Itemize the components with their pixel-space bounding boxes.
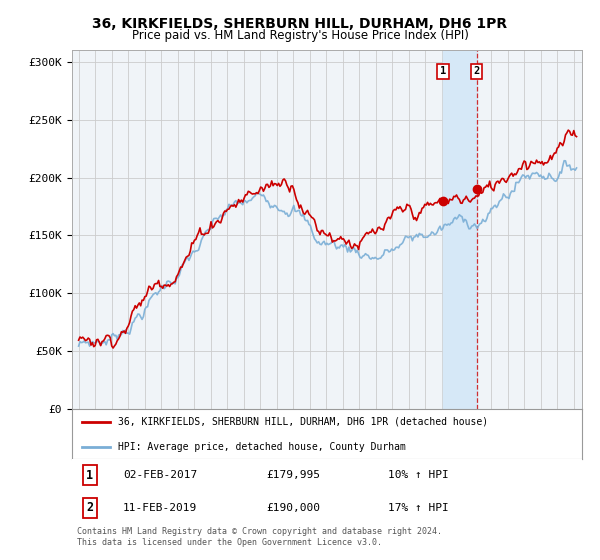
Text: £190,000: £190,000 <box>266 502 320 512</box>
Text: 36, KIRKFIELDS, SHERBURN HILL, DURHAM, DH6 1PR: 36, KIRKFIELDS, SHERBURN HILL, DURHAM, D… <box>92 17 508 31</box>
Text: 17% ↑ HPI: 17% ↑ HPI <box>388 502 449 512</box>
Text: HPI: Average price, detached house, County Durham: HPI: Average price, detached house, Coun… <box>118 442 406 451</box>
Text: 2: 2 <box>86 501 94 514</box>
Text: 1: 1 <box>440 66 446 76</box>
Text: Price paid vs. HM Land Registry's House Price Index (HPI): Price paid vs. HM Land Registry's House … <box>131 29 469 42</box>
Text: 11-FEB-2019: 11-FEB-2019 <box>123 502 197 512</box>
Text: £179,995: £179,995 <box>266 470 320 480</box>
Bar <box>443 50 476 409</box>
Text: Contains HM Land Registry data © Crown copyright and database right 2024.
This d: Contains HM Land Registry data © Crown c… <box>77 528 442 547</box>
Text: 36, KIRKFIELDS, SHERBURN HILL, DURHAM, DH6 1PR (detached house): 36, KIRKFIELDS, SHERBURN HILL, DURHAM, D… <box>118 417 488 427</box>
Text: 2: 2 <box>473 66 480 76</box>
Text: 1: 1 <box>86 469 94 482</box>
Text: 02-FEB-2017: 02-FEB-2017 <box>123 470 197 480</box>
Text: 10% ↑ HPI: 10% ↑ HPI <box>388 470 449 480</box>
